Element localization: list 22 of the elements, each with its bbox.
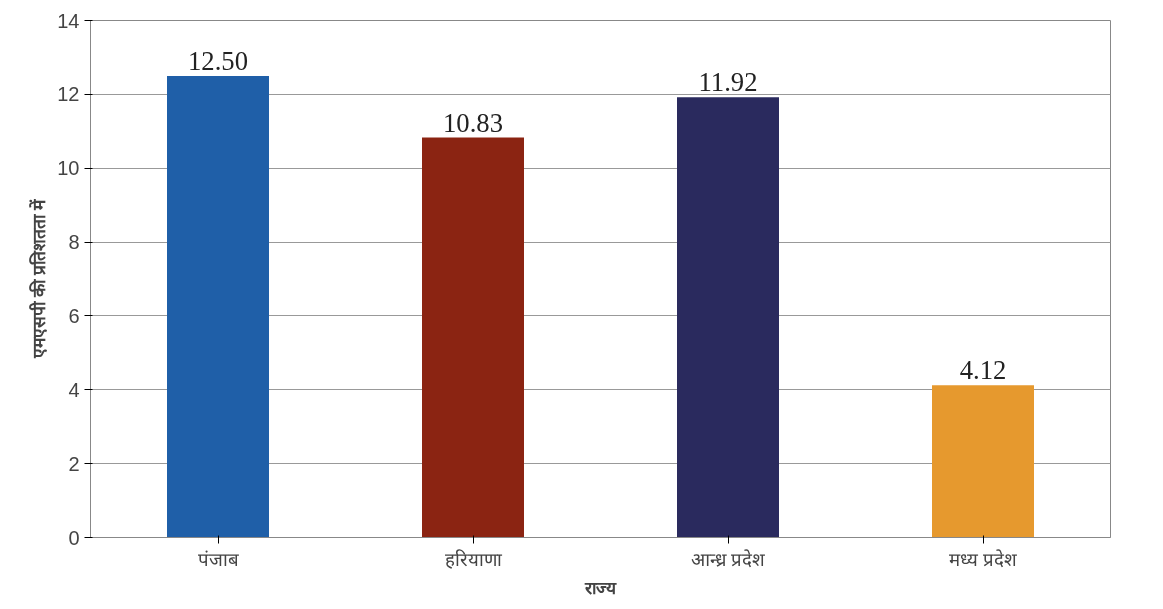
bar: [932, 385, 1034, 538]
y-tick-label: 4: [68, 378, 80, 401]
y-tick-label: 6: [68, 304, 80, 327]
bar: [422, 137, 524, 538]
data-label: 11.92: [698, 67, 758, 98]
data-label: 12.50: [188, 45, 248, 76]
x-tick-label: हरियाणा: [444, 548, 503, 570]
x-tick-label: आन्ध्र प्रदेश: [690, 548, 766, 570]
y-tick-label: 12: [57, 83, 80, 106]
y-axis-title: एमएसपी की प्रतिशतता में: [29, 199, 50, 359]
data-label: 10.83: [443, 107, 503, 138]
bar: [167, 75, 269, 538]
y-tick-label: 8: [68, 231, 80, 254]
bar: [677, 97, 779, 538]
y-tick-label: 14: [57, 9, 80, 32]
y-tick-label: 10: [57, 157, 80, 180]
x-tick-label: पंजाब: [197, 548, 239, 570]
data-label: 4.12: [959, 355, 1007, 386]
x-axis-title: राज्य: [584, 577, 617, 598]
y-tick-label: 0: [68, 526, 80, 549]
x-tick-label: मध्य प्रदेश: [948, 548, 1018, 570]
y-tick-label: 2: [68, 452, 80, 475]
